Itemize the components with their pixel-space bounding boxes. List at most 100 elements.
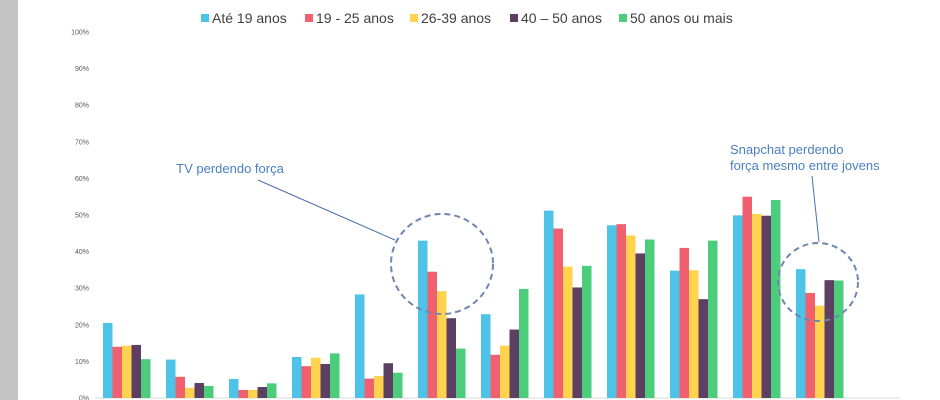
- bar: [194, 382, 204, 398]
- left-edge-bar: [0, 0, 18, 400]
- bar: [257, 387, 267, 398]
- bar-group: [796, 269, 844, 398]
- y-tick-label: 50%: [75, 213, 89, 220]
- bar-group: [481, 288, 529, 398]
- bars: [103, 196, 844, 398]
- bar: [311, 357, 321, 398]
- highlight-circle: [777, 242, 859, 322]
- bar: [708, 240, 718, 398]
- legend-label: 40 – 50 anos: [521, 10, 602, 26]
- bar: [229, 378, 239, 398]
- annotation-pointer: [257, 179, 396, 241]
- y-tick-label: 30%: [75, 286, 89, 293]
- bar: [626, 235, 636, 398]
- y-tick-label: 90%: [75, 66, 89, 73]
- bar: [364, 378, 374, 398]
- bar: [635, 253, 645, 398]
- bar-group: [607, 224, 655, 398]
- bar: [742, 196, 752, 398]
- bar-group: [166, 359, 214, 398]
- bar: [761, 215, 771, 398]
- bar: [320, 363, 330, 398]
- y-tick-label: 40%: [75, 249, 89, 256]
- bar: [204, 385, 214, 398]
- legend-swatch: [201, 14, 209, 22]
- legend: Até 19 anos 19 - 25 anos 26-39 anos 40 – 50…: [201, 10, 733, 26]
- bar: [553, 228, 563, 398]
- annotations: TV perdendo força Snapchat perdendoforça …: [176, 142, 880, 322]
- bar: [238, 389, 248, 398]
- bar: [824, 280, 834, 398]
- bar: [374, 376, 384, 398]
- legend-swatch: [619, 14, 627, 22]
- bar: [834, 280, 844, 398]
- bar: [616, 224, 626, 398]
- bar: [330, 353, 340, 398]
- y-tick-label: 100%: [71, 30, 89, 37]
- legend-item: 50 anos ou mais: [619, 10, 733, 26]
- bar: [122, 345, 132, 398]
- bar: [185, 387, 195, 398]
- highlight-circle: [390, 213, 494, 315]
- bar: [689, 270, 699, 398]
- legend-label: 50 anos ou mais: [630, 10, 733, 26]
- bar: [509, 329, 519, 398]
- legend-label: 19 - 25 anos: [316, 10, 394, 26]
- bar-group: [418, 240, 466, 398]
- bar: [544, 210, 554, 398]
- bar: [248, 389, 258, 398]
- bar: [670, 270, 680, 398]
- bar: [771, 199, 781, 398]
- y-tick-label: 20%: [75, 322, 89, 329]
- bar-group: [292, 353, 340, 398]
- bar: [481, 314, 491, 398]
- bar: [446, 318, 456, 398]
- bar-group: [670, 240, 718, 398]
- bar: [112, 346, 122, 398]
- bar-group: [733, 196, 781, 398]
- bar: [490, 354, 500, 398]
- bar: [582, 265, 592, 398]
- bar: [141, 359, 151, 398]
- y-tick-label: 0%: [79, 396, 89, 400]
- y-tick-label: 10%: [75, 359, 89, 366]
- bar: [679, 247, 689, 398]
- bar: [815, 305, 825, 398]
- bar-group: [229, 378, 277, 398]
- bar: [796, 269, 806, 398]
- legend-item: 19 - 25 anos: [305, 10, 394, 26]
- bar-group: [103, 322, 151, 398]
- legend-swatch: [410, 14, 418, 22]
- bar: [418, 240, 428, 398]
- bar: [456, 348, 466, 398]
- bar: [698, 299, 708, 398]
- legend-swatch: [305, 14, 313, 22]
- bar: [500, 345, 510, 398]
- legend-label: 26-39 anos: [421, 10, 491, 26]
- bar: [733, 215, 743, 398]
- annotation-text: força mesmo entre jovens: [730, 158, 880, 173]
- legend-label: Até 19 anos: [212, 10, 287, 26]
- bar: [563, 266, 573, 398]
- bar: [292, 357, 302, 398]
- bar: [383, 363, 393, 398]
- bar: [103, 322, 113, 398]
- bar: [131, 344, 141, 398]
- legend-item: Até 19 anos: [201, 10, 287, 26]
- legend-item: 26-39 anos: [410, 10, 491, 26]
- y-tick-label: 60%: [75, 176, 89, 183]
- bar: [437, 291, 447, 398]
- bar: [752, 213, 762, 398]
- bar: [301, 366, 311, 398]
- bar: [427, 271, 437, 398]
- bar: [519, 288, 529, 398]
- bar: [607, 225, 617, 398]
- bar-group: [355, 294, 403, 398]
- bar: [166, 359, 176, 398]
- annotation-pointer: [811, 175, 820, 243]
- bar: [393, 372, 403, 398]
- y-tick-label: 80%: [75, 103, 89, 110]
- annotation-text: TV perdendo força: [176, 161, 284, 176]
- bar: [355, 294, 365, 398]
